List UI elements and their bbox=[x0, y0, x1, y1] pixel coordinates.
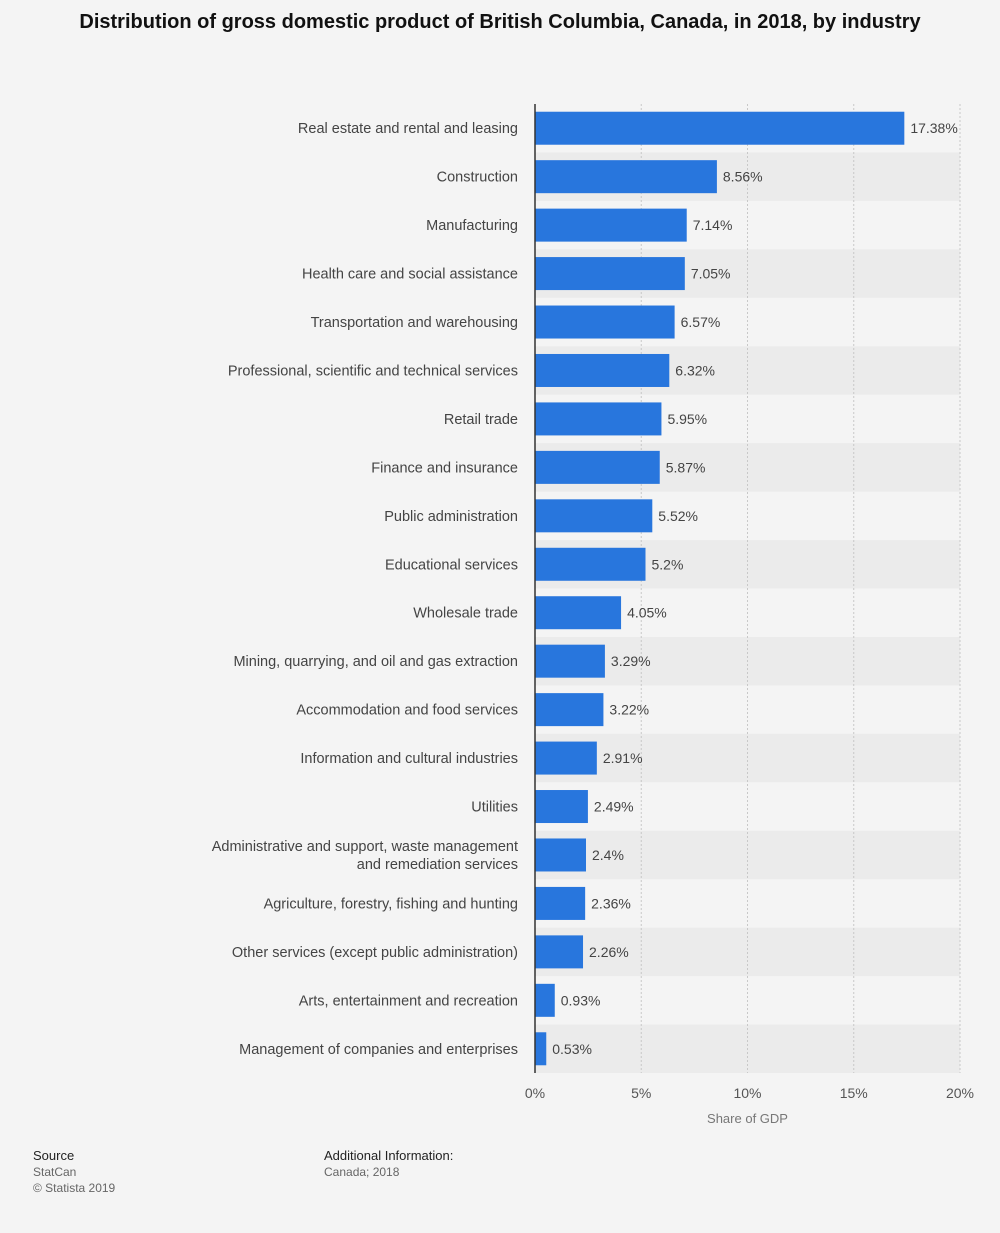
x-tick-label: 0% bbox=[525, 1085, 545, 1101]
bar bbox=[535, 402, 662, 436]
data-label: 0.53% bbox=[552, 1041, 592, 1057]
bar bbox=[535, 741, 597, 775]
x-tick-label: 20% bbox=[946, 1085, 974, 1101]
data-label: 2.49% bbox=[594, 799, 634, 815]
data-label: 2.91% bbox=[603, 750, 643, 766]
data-label: 2.36% bbox=[591, 895, 631, 911]
bar bbox=[535, 886, 586, 920]
data-label: 7.05% bbox=[691, 266, 731, 282]
category-label: Arts, entertainment and recreation bbox=[299, 993, 518, 1009]
x-tick-label: 10% bbox=[733, 1085, 761, 1101]
category-label: Manufacturing bbox=[426, 218, 518, 234]
category-label: Health care and social assistance bbox=[302, 267, 518, 283]
data-label: 5.2% bbox=[652, 556, 684, 572]
additional-info-heading: Additional Information: bbox=[324, 1148, 454, 1163]
category-label: Agriculture, forestry, fishing and hunti… bbox=[264, 896, 518, 912]
data-label: 0.93% bbox=[561, 992, 601, 1008]
category-label: Transportation and warehousing bbox=[311, 315, 518, 331]
data-label: 8.56% bbox=[723, 169, 763, 185]
row-band bbox=[535, 830, 960, 880]
data-label: 3.22% bbox=[609, 702, 649, 718]
additional-info-block: Additional Information: Canada; 2018 bbox=[324, 1148, 453, 1180]
category-label: Real estate and rental and leasing bbox=[298, 121, 518, 137]
category-label: Accommodation and food services bbox=[296, 703, 518, 719]
data-label: 3.29% bbox=[611, 653, 651, 669]
category-label: and remediation services bbox=[357, 857, 518, 873]
bar bbox=[535, 693, 604, 727]
category-label: Management of companies and enterprises bbox=[239, 1042, 518, 1058]
data-label: 5.87% bbox=[666, 459, 706, 475]
category-label: Professional, scientific and technical s… bbox=[228, 363, 518, 379]
data-label: 5.95% bbox=[667, 411, 707, 427]
data-label: 17.38% bbox=[910, 120, 957, 136]
data-label: 4.05% bbox=[627, 605, 667, 621]
bar bbox=[535, 547, 646, 581]
category-label: Administrative and support, waste manage… bbox=[212, 839, 518, 855]
bar bbox=[535, 353, 670, 387]
bar bbox=[535, 257, 685, 291]
bar bbox=[535, 790, 588, 824]
category-label: Retail trade bbox=[444, 412, 518, 428]
data-label: 7.14% bbox=[693, 217, 733, 233]
source-name[interactable]: StatCan bbox=[33, 1165, 77, 1179]
bar bbox=[535, 935, 584, 969]
chart-title: Distribution of gross domestic product o… bbox=[79, 11, 921, 33]
x-tick-label: 5% bbox=[631, 1085, 651, 1101]
category-label: Public administration bbox=[384, 509, 518, 525]
category-label: Finance and insurance bbox=[371, 460, 518, 476]
category-label: Educational services bbox=[385, 557, 518, 573]
source-block: Source StatCan © Statista 2019 bbox=[33, 1148, 115, 1196]
category-label: Construction bbox=[437, 170, 518, 186]
category-label: Other services (except public administra… bbox=[232, 945, 518, 961]
bar bbox=[535, 983, 555, 1017]
bar bbox=[535, 160, 717, 194]
bar bbox=[535, 1032, 547, 1066]
additional-info-text: Canada; 2018 bbox=[324, 1165, 400, 1179]
source-heading: Source bbox=[33, 1148, 75, 1163]
category-label: Mining, quarrying, and oil and gas extra… bbox=[233, 654, 518, 670]
bar bbox=[535, 208, 687, 242]
bar bbox=[535, 111, 905, 145]
data-label: 2.26% bbox=[589, 944, 629, 960]
bar bbox=[535, 450, 660, 484]
category-label: Wholesale trade bbox=[413, 606, 518, 622]
category-label: Utilities bbox=[471, 800, 518, 816]
data-label: 2.4% bbox=[592, 847, 624, 863]
bar bbox=[535, 499, 653, 533]
bar bbox=[535, 838, 586, 872]
copyright: © Statista 2019 bbox=[33, 1181, 116, 1195]
bar bbox=[535, 596, 622, 630]
data-label: 6.32% bbox=[675, 362, 715, 378]
bar bbox=[535, 305, 675, 339]
bar bbox=[535, 644, 605, 678]
x-tick-label: 15% bbox=[840, 1085, 868, 1101]
data-label: 5.52% bbox=[658, 508, 698, 524]
data-label: 6.57% bbox=[681, 314, 721, 330]
category-label: Information and cultural industries bbox=[300, 751, 518, 767]
x-axis-title: Share of GDP bbox=[707, 1111, 788, 1126]
bar-chart: 0% 5% 10% 15% 20% 17.38% Real estate and renta… bbox=[212, 104, 974, 1126]
